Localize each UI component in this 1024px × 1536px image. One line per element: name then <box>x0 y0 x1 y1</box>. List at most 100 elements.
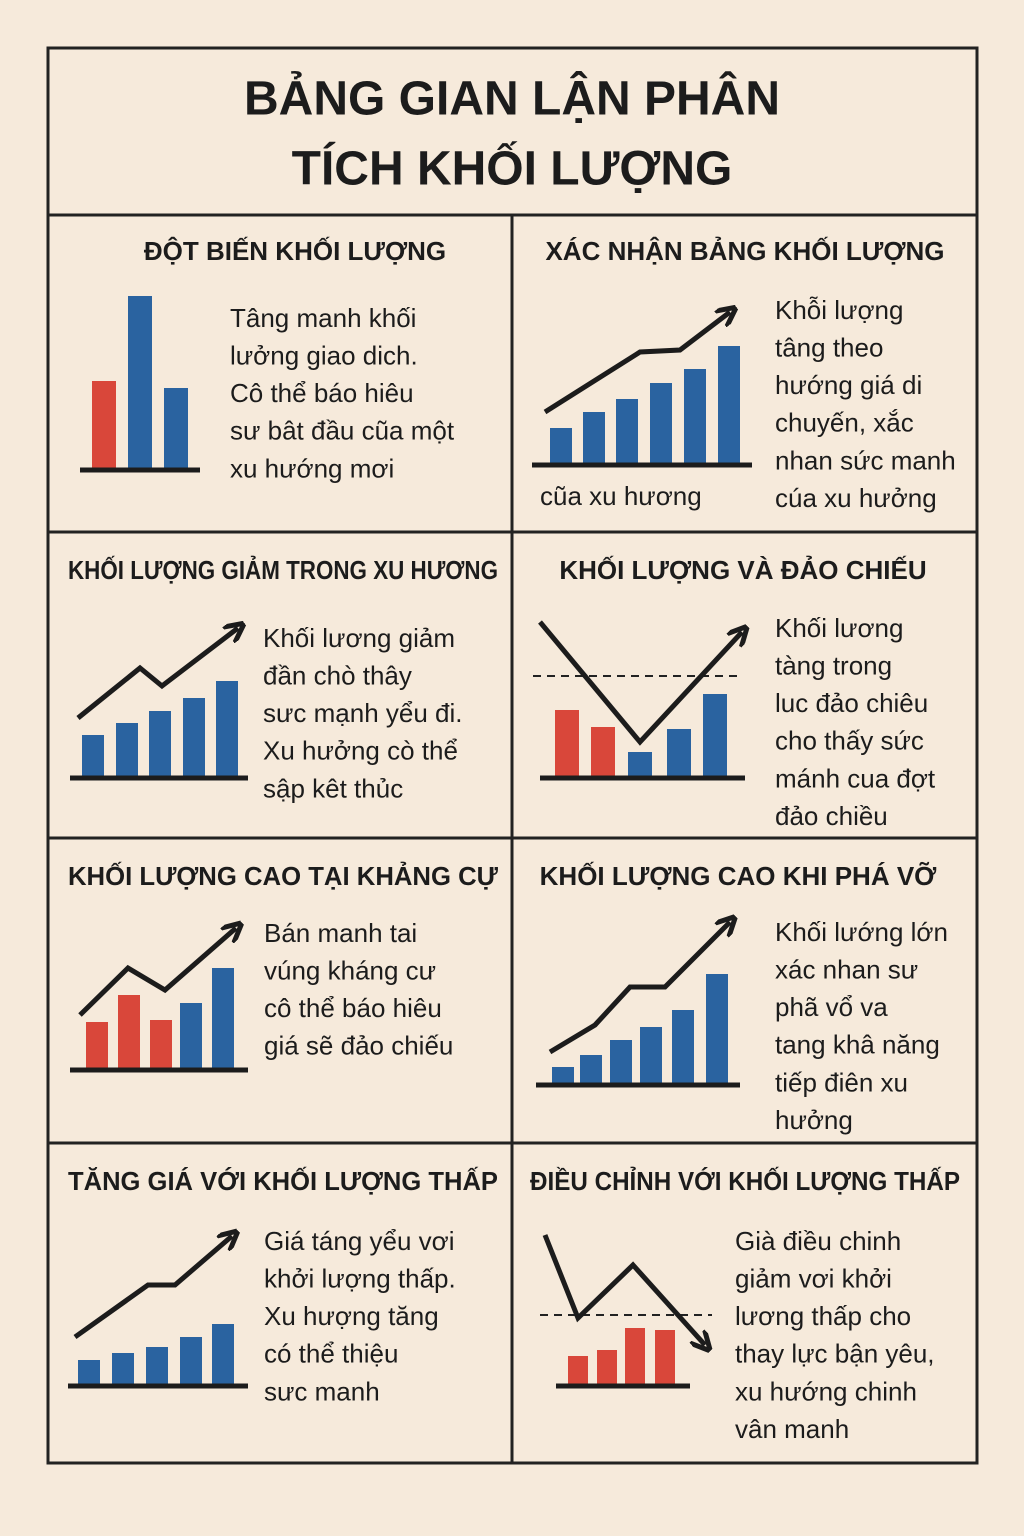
icon-bar <box>112 1353 134 1386</box>
icon-trend <box>538 620 742 746</box>
icon-trend <box>542 1234 705 1345</box>
icon-trend <box>73 1236 232 1340</box>
icon-bar <box>672 1010 694 1085</box>
panel-text: vân manh <box>735 1414 849 1444</box>
panel-heading: TĂNG GIÁ VỚI KHỐI LƯỢNG THẤP <box>68 1166 498 1196</box>
panel-text: Khỗi lượng <box>775 295 903 325</box>
title: BẢNG GIAN LẬN PHÂN <box>244 71 780 126</box>
icon-bar <box>86 1022 108 1070</box>
panel-text: mánh cua đợt <box>775 763 936 793</box>
panel-text: tâng theo <box>775 332 883 362</box>
panel-text: Khối lương <box>775 613 903 643</box>
panel-heading: ĐIỀU CHỈNH VỚI KHỐI LƯỢNG THẤP <box>530 1166 960 1196</box>
panel-heading: KHỐI LƯỢNG GIẢM TRONG XU HƯƠNG <box>68 555 498 585</box>
icon-bar <box>610 1040 632 1085</box>
panel-text: khởi lượng thấp. <box>264 1263 456 1293</box>
panel-text: giá sẽ đảo chiếu <box>264 1031 453 1061</box>
icon-bar <box>583 412 605 465</box>
panel-text: xu hướng mơi <box>230 453 394 483</box>
panel-text: sưc manh <box>264 1376 380 1406</box>
icon-bar <box>568 1356 588 1386</box>
panel-heading: ĐỘT BIẾN KHỐI LƯỢNG <box>144 236 446 266</box>
icon-bar <box>150 1020 172 1070</box>
icon-bar <box>650 383 672 465</box>
panel-text: tàng trong <box>775 650 892 680</box>
panel-heading: KHỐI LƯỢNG CAO KHI PHÁ VỠ <box>540 861 938 891</box>
chart-caption: cũa xu hương <box>540 481 702 511</box>
icon-bar <box>180 1003 202 1070</box>
icon-bar <box>706 974 728 1085</box>
panel-text: thay lực bận yêu, <box>735 1339 935 1369</box>
panel-text: Giá táng yểu vơi <box>264 1226 454 1256</box>
panel-text: có thể thiệu <box>264 1339 398 1369</box>
icon-trend <box>78 928 236 1017</box>
icon-bar <box>92 381 116 470</box>
icon-bar <box>180 1337 202 1386</box>
icon-trend <box>76 628 238 720</box>
panel-text: tang khâ năng <box>775 1030 940 1060</box>
icon-bar <box>616 399 638 465</box>
icon-bar <box>718 346 740 465</box>
panel-text: vúng kháng cư <box>264 955 436 985</box>
panel-text: sưc mạnh yểu đi. <box>263 698 463 728</box>
panel-text: luc đảo chiêu <box>775 688 928 718</box>
icon-bar <box>164 388 188 470</box>
panel-text: sập kêt thủc <box>263 773 403 803</box>
icon-bar <box>640 1027 662 1085</box>
title: TÍCH KHỐI LƯỢNG <box>292 141 733 196</box>
icon-bar <box>684 369 706 465</box>
panel-text: Khối lướng lớn <box>775 917 948 947</box>
panel-text: lưởng giao dich. <box>230 340 418 370</box>
panel-text: Xu hưởng cò thể <box>263 736 458 766</box>
panel-text: Khối lương giảm <box>263 623 455 653</box>
icon-bar <box>216 681 238 778</box>
panel-text: hướng giá di <box>775 370 922 400</box>
panel-text: Tâng manh khối <box>230 303 416 333</box>
panel-heading: KHỐI LƯỢNG VÀ ĐẢO CHIẾU <box>559 555 926 585</box>
frame <box>46 46 979 1465</box>
icon-bar <box>552 1067 574 1085</box>
icon-bar <box>183 698 205 778</box>
icon-bar <box>580 1055 602 1085</box>
panel-text: hưởng <box>775 1105 853 1135</box>
panel-text: cô thể báo hiêu <box>264 993 442 1023</box>
panel-text: Cô thể báo hiêu <box>230 378 414 408</box>
icon-trend <box>548 922 730 1055</box>
icon-trend <box>543 312 730 415</box>
panel-text: đần chò thây <box>263 660 412 690</box>
panel-text: Bán manh tai <box>264 918 417 948</box>
icon-bar <box>628 752 652 778</box>
icon-bar <box>212 968 234 1070</box>
panel-text: nhan sức manh <box>775 445 956 475</box>
panel-text: giảm vơi khởi <box>735 1263 892 1293</box>
icon-bar <box>555 710 579 778</box>
panel-text: Xu hượng tăng <box>264 1301 439 1331</box>
panel-text: đảo chiều <box>775 801 888 831</box>
icon-bar <box>118 995 140 1070</box>
panel-text: tiếp điên xu <box>775 1067 908 1097</box>
panel-heading: KHỐI LƯỢNG CAO TẠI KHẢNG CỰ <box>68 861 498 891</box>
icon-bar <box>655 1330 675 1386</box>
panel-text: xu hướng chinh <box>735 1376 917 1406</box>
icon-bar <box>667 729 691 778</box>
icon-bar <box>625 1328 645 1386</box>
panel-text: lương thấp cho <box>735 1301 911 1331</box>
icon-bar <box>78 1360 100 1386</box>
icon-bar <box>212 1324 234 1386</box>
panel-text: phã vổ va <box>775 992 888 1022</box>
icon-bar <box>149 711 171 778</box>
panel-text: cúa xu hưởng <box>775 483 937 513</box>
icon-bar <box>703 694 727 778</box>
panel-text: cho thấy sức <box>775 726 924 756</box>
panel-text: xác nhan sư <box>775 954 918 984</box>
icon-bar <box>591 727 615 778</box>
panel-text: sư bât đầu cũa một <box>230 416 455 446</box>
icon-bar <box>128 296 152 470</box>
icon-bar <box>82 735 104 778</box>
icon-bar <box>116 723 138 778</box>
icon-bar <box>550 428 572 465</box>
panel-text: chuyến, xắc <box>775 408 914 438</box>
icon-bar <box>597 1350 617 1386</box>
icon-bar <box>146 1347 168 1386</box>
